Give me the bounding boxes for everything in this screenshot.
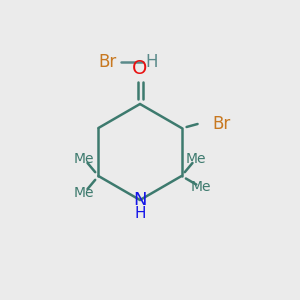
Text: Me: Me (74, 186, 94, 200)
Text: Me: Me (185, 152, 206, 166)
Text: Me: Me (74, 152, 94, 166)
Text: H: H (146, 53, 158, 71)
Text: O: O (132, 58, 148, 77)
Text: Br: Br (213, 115, 231, 133)
Text: Br: Br (99, 53, 117, 71)
Text: N: N (133, 191, 147, 209)
Text: Me: Me (190, 180, 211, 194)
Text: H: H (134, 206, 146, 220)
